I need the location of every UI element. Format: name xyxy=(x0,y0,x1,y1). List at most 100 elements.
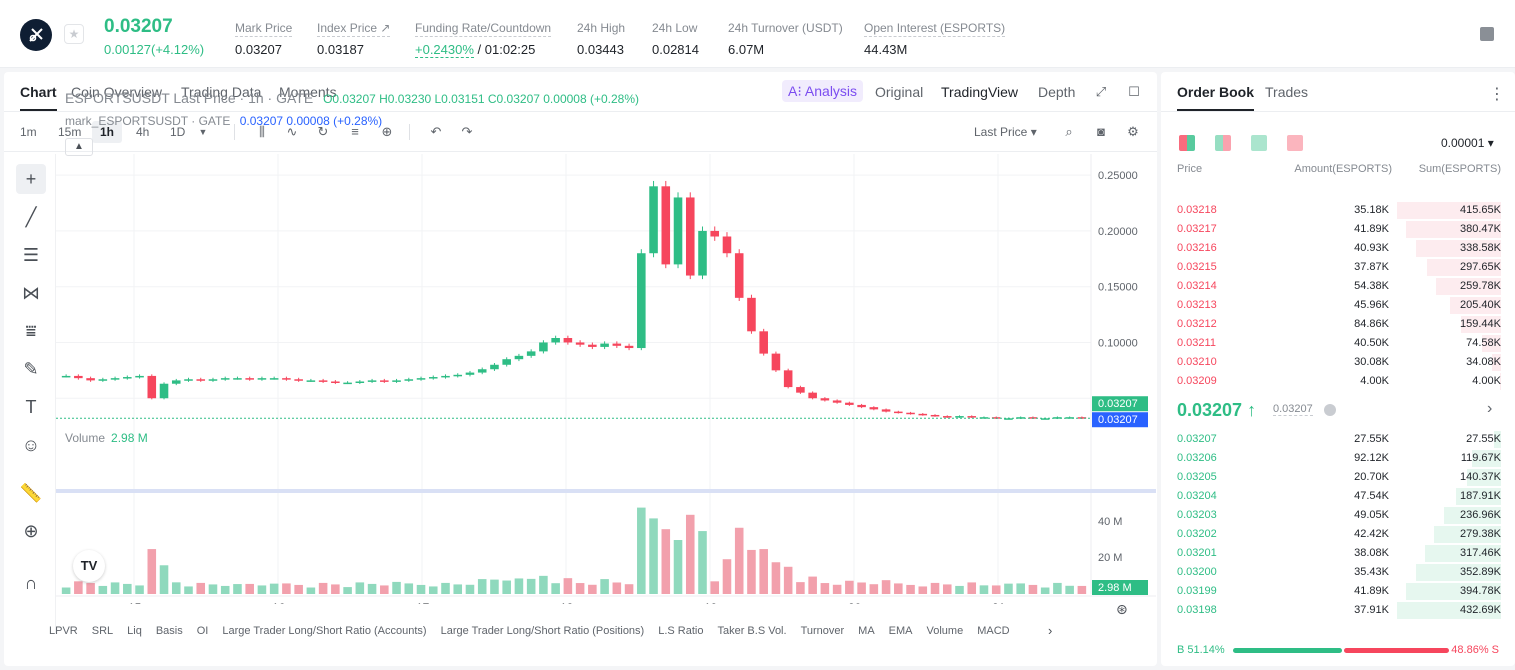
add-indicator-icon[interactable]: ⊕ xyxy=(381,124,393,139)
indicator-8[interactable]: Taker B.S Vol. xyxy=(717,625,787,637)
brush-icon[interactable]: ✎ xyxy=(23,359,39,379)
candle xyxy=(245,378,254,380)
more-icon[interactable]: ⋮ xyxy=(1489,86,1505,103)
chart-legend: ESPORTSUSDT Last Price · 1h · GATE O0.03… xyxy=(65,90,639,106)
tab-trading-data[interactable]: Trading Data xyxy=(181,84,262,100)
ask-depth-bar xyxy=(1416,240,1501,257)
favorite-star-icon[interactable]: ★ xyxy=(64,24,84,44)
fib-icon[interactable]: ⩸ xyxy=(25,321,37,341)
original-view-tab[interactable]: Original xyxy=(875,84,924,100)
book-view-bids-icon[interactable] xyxy=(1251,135,1267,151)
24h-low-stat: 24h Low 0.02814 xyxy=(652,21,699,57)
bid-depth-bar xyxy=(1397,602,1501,619)
replay-icon[interactable]: ↻ xyxy=(317,124,329,139)
text-tool-icon[interactable]: T xyxy=(25,397,37,417)
indicator-0[interactable]: LPVR xyxy=(49,625,78,637)
indicator-11[interactable]: EMA xyxy=(888,625,913,637)
tab-order-book[interactable]: Order Book xyxy=(1177,84,1255,111)
bid-row[interactable]: 0.03199 41.89K 394.78K xyxy=(1161,582,1515,601)
price-chart[interactable]: 0.25000 0.20000 0.15000 0.10000 0.03207 0.032… xyxy=(56,154,1156,604)
ai-analysis-button[interactable]: A⁝ Analysis xyxy=(782,80,864,102)
ask-row[interactable]: 0.03213 45.96K 205.40K xyxy=(1161,296,1515,315)
pane-divider xyxy=(56,489,1156,493)
reset-scale-icon[interactable]: ⊛ xyxy=(1116,601,1128,617)
ask-row[interactable]: 0.03216 40.93K 338.58K xyxy=(1161,239,1515,258)
bid-row[interactable]: 0.03204 47.54K 187.91K xyxy=(1161,487,1515,506)
ask-row[interactable]: 0.03215 37.87K 297.65K xyxy=(1161,258,1515,277)
indicator-1[interactable]: SRL xyxy=(91,625,114,637)
ask-row[interactable]: 0.03212 84.86K 159.44K xyxy=(1161,315,1515,334)
indicator-next-icon[interactable]: › xyxy=(1048,623,1053,638)
search-icon[interactable]: ⌕ xyxy=(1065,124,1073,139)
interval-1h[interactable]: 1h xyxy=(92,121,123,143)
expand-icon[interactable]: ⤢ xyxy=(1095,84,1107,99)
indicator-4[interactable]: OI xyxy=(196,625,209,637)
bid-row[interactable]: 0.03207 27.55K 27.55K xyxy=(1161,430,1515,449)
ask-row[interactable]: 0.03218 35.18K 415.65K xyxy=(1161,201,1515,220)
zoom-in-icon[interactable]: ⊕ xyxy=(23,521,39,541)
y-tick: 0.20000 xyxy=(1098,226,1138,238)
undo-icon[interactable]: ↶ xyxy=(430,124,442,139)
templates-icon[interactable]: ≡ xyxy=(351,124,359,139)
bid-row[interactable]: 0.03205 20.70K 140.37K xyxy=(1161,468,1515,487)
tab-trades[interactable]: Trades xyxy=(1265,84,1309,100)
interval-1m[interactable]: 1m xyxy=(20,125,37,139)
book-view-split-icon[interactable] xyxy=(1215,135,1231,151)
book-expand-icon[interactable]: › xyxy=(1487,400,1493,417)
horizontal-lines-icon[interactable]: ☰ xyxy=(22,245,40,265)
indicator-6[interactable]: Large Trader Long/Short Ratio (Positions… xyxy=(440,625,645,637)
ask-row[interactable]: 0.03211 40.50K 74.58K xyxy=(1161,334,1515,353)
bid-row[interactable]: 0.03202 42.42K 279.38K xyxy=(1161,525,1515,544)
interval-4h[interactable]: 4h xyxy=(136,125,150,139)
magnet-icon[interactable]: ∩ xyxy=(24,573,38,593)
indicator-5[interactable]: Large Trader Long/Short Ratio (Accounts) xyxy=(222,625,427,637)
indicator-10[interactable]: MA xyxy=(858,625,875,637)
interval-1d[interactable]: 1D xyxy=(170,125,186,139)
interval-dropdown-icon[interactable]: ▼ xyxy=(198,127,208,137)
ruler-icon[interactable]: 📏 xyxy=(19,483,43,503)
book-view-asks-icon[interactable] xyxy=(1287,135,1303,151)
emoji-icon[interactable]: ☺ xyxy=(21,435,41,455)
indicator-3[interactable]: Basis xyxy=(155,625,183,637)
camera-icon[interactable]: ◙ xyxy=(1097,124,1105,139)
ask-row[interactable]: 0.03210 30.08K 34.08K xyxy=(1161,353,1515,372)
volume-bar xyxy=(282,583,291,594)
precision-select[interactable]: 0.00001 ▾ xyxy=(1441,136,1494,150)
tab-chart[interactable]: Chart xyxy=(20,84,57,111)
bid-row[interactable]: 0.03198 37.91K 432.69K xyxy=(1161,601,1515,620)
mark-info-icon[interactable] xyxy=(1324,404,1336,416)
depth-tab[interactable]: Depth xyxy=(1038,84,1076,100)
candle xyxy=(428,377,438,379)
ask-row[interactable]: 0.03209 4.00K 4.00K xyxy=(1161,372,1515,391)
indicators-icon[interactable]: ∿ xyxy=(286,124,298,139)
bid-row[interactable]: 0.03206 92.12K 119.67K xyxy=(1161,449,1515,468)
ask-row[interactable]: 0.03214 54.38K 259.78K xyxy=(1161,277,1515,296)
interval-15m[interactable]: 15m xyxy=(58,125,82,139)
redo-icon[interactable]: ↷ xyxy=(461,124,473,139)
pattern-icon[interactable]: ⋈ xyxy=(22,283,40,303)
trendline-icon[interactable]: ╱ xyxy=(25,207,37,227)
indicator-9[interactable]: Turnover xyxy=(800,625,845,637)
window-icon[interactable]: ☐ xyxy=(1128,84,1140,99)
price-type-select[interactable]: Last Price ▾ xyxy=(974,125,1037,139)
indicator-12[interactable]: Volume xyxy=(926,625,964,637)
candles-icon[interactable]: ⫼ xyxy=(259,124,265,139)
indicator-13[interactable]: MACD xyxy=(977,625,1010,637)
bid-row[interactable]: 0.03203 49.05K 236.96K xyxy=(1161,506,1515,525)
bid-row[interactable]: 0.03200 35.43K 352.89K xyxy=(1161,563,1515,582)
candle xyxy=(930,414,940,417)
indicator-2[interactable]: Liq xyxy=(127,625,142,637)
volume-bar xyxy=(783,566,793,594)
gear-icon[interactable]: ⚙ xyxy=(1127,124,1139,139)
tradingview-tab[interactable]: TradingView xyxy=(941,84,1019,100)
index-price-stat[interactable]: Index Price ↗ 0.03187 xyxy=(317,21,391,57)
indicator-7[interactable]: L.S Ratio xyxy=(658,625,704,637)
collapse-legend-button[interactable]: ▲ xyxy=(65,138,93,156)
book-view-both-icon[interactable] xyxy=(1179,135,1195,151)
tab-moments[interactable]: Moments xyxy=(279,84,337,100)
tab-coin-overview[interactable]: Coin Overview xyxy=(71,84,163,100)
bid-row[interactable]: 0.03201 38.08K 317.46K xyxy=(1161,544,1515,563)
notes-icon[interactable] xyxy=(1480,27,1494,41)
ask-row[interactable]: 0.03217 41.89K 380.47K xyxy=(1161,220,1515,239)
crosshair-icon[interactable]: + xyxy=(16,164,46,194)
